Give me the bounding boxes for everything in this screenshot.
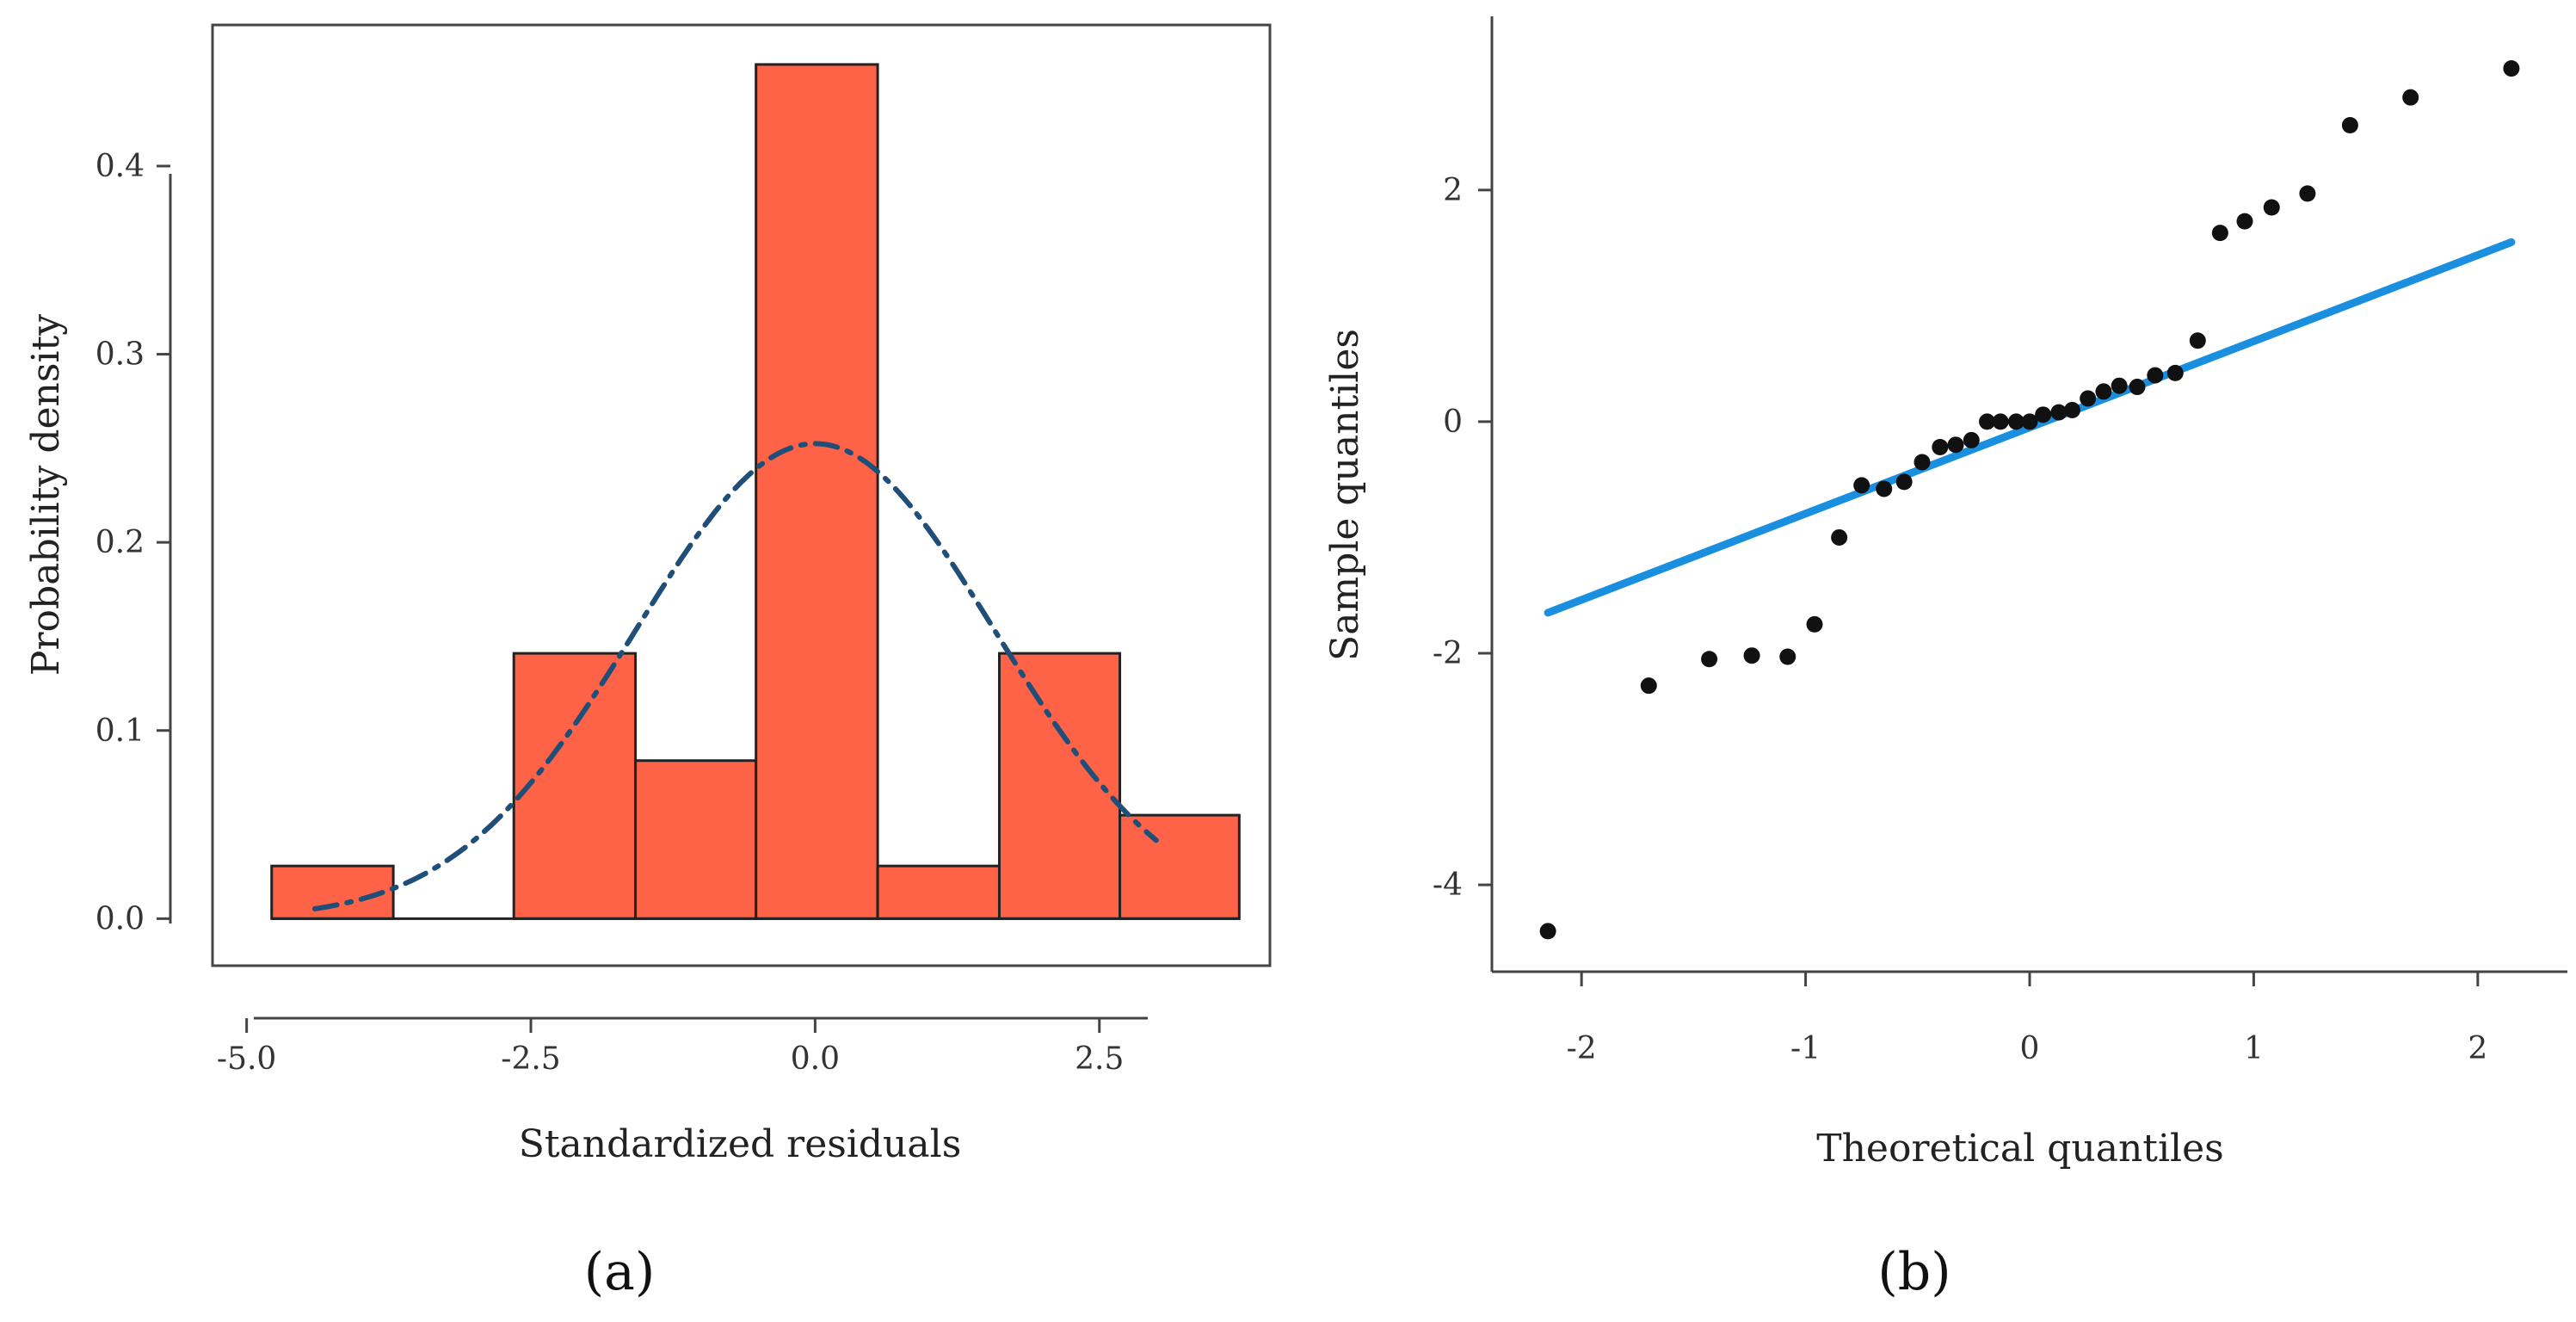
qq-point-4: [1779, 648, 1796, 665]
histogram-x-axis-title: Standardized residuals: [519, 1122, 962, 1166]
qq-point-14: [1979, 413, 1996, 430]
histogram-bar-4: [755, 63, 879, 920]
qq-point-27: [2189, 332, 2206, 349]
qq-point-23: [2111, 377, 2128, 394]
histogram-bar-5: [876, 864, 1001, 920]
histogram-y-tick-label: 0.1: [96, 714, 145, 749]
qq-point-5: [1806, 615, 1823, 633]
panel-label-b: (b): [1877, 1242, 1950, 1302]
qq-point-17: [2021, 413, 2038, 430]
qq-point-12: [1947, 436, 1964, 454]
qq-point-1: [1640, 677, 1657, 695]
qq-point-11: [1932, 439, 1949, 456]
histogram-x-tick-label: 0.0: [791, 1041, 840, 1077]
qq-point-20: [2063, 401, 2080, 418]
qq-point-26: [2166, 364, 2184, 381]
histogram-bar-0: [270, 864, 395, 920]
panel-label-a: (a): [584, 1242, 656, 1302]
qq-point-32: [2341, 116, 2358, 133]
qq-point-19: [2050, 404, 2068, 421]
qq-point-13: [1963, 431, 1980, 448]
normal-density-curve: [311, 441, 1159, 911]
qq-point-15: [1992, 413, 2009, 430]
qq-point-9: [1895, 473, 1913, 491]
histogram-x-tick-label: -2.5: [501, 1041, 560, 1077]
qq-point-25: [2147, 367, 2164, 384]
qq-y-tick-label: -2: [1433, 636, 1463, 671]
qq-point-6: [1831, 528, 1848, 546]
qq-x-tick-label: -1: [1790, 1031, 1821, 1066]
histogram-bar-7: [1119, 813, 1241, 920]
qq-x-tick-label: 0: [2020, 1031, 2040, 1066]
qq-x-tick-label: -2: [1567, 1031, 1597, 1066]
histogram-bar-2: [512, 652, 638, 920]
qq-x-tick-label: 2: [2468, 1031, 2487, 1066]
qq-point-16: [2007, 413, 2024, 430]
qq-point-30: [2263, 199, 2280, 216]
qq-y-tick-label: 2: [1443, 173, 1463, 208]
histogram-x-tick-label: -5.0: [217, 1041, 276, 1077]
qq-point-31: [2299, 185, 2316, 202]
histogram-y-tick-label: 0.4: [96, 149, 145, 184]
qq-x-axis-title: Theoretical quantiles: [1816, 1127, 2224, 1171]
qq-point-18: [2035, 406, 2052, 423]
histogram-panel: 0.0 0.1 0.2 0.3 0.4 -5.0 -2.5 0.0 2.5 Standardi…: [24, 23, 1272, 1302]
qq-point-3: [1743, 647, 1760, 664]
histogram-x-tick-label: 2.5: [1075, 1041, 1124, 1077]
histogram-y-tick-label: 0.3: [96, 337, 145, 373]
histogram-plot-frame: [211, 23, 1272, 967]
qq-y-axis-title: Sample quantiles: [1323, 329, 1367, 661]
qq-point-29: [2236, 213, 2253, 230]
qq-point-33: [2402, 89, 2419, 106]
qq-point-8: [1876, 480, 1893, 497]
qq-point-10: [1914, 454, 1931, 471]
qq-x-tick-label: 1: [2244, 1031, 2264, 1066]
histogram-bar-3: [634, 759, 758, 920]
qq-point-0: [1539, 923, 1556, 940]
histogram-y-tick-label: 0.0: [96, 901, 145, 936]
qq-y-tick-label: -4: [1433, 868, 1463, 903]
qq-plot-panel: -4 -2 0 2 -2 -1 0 1 2 Theoretical quantiles Sam…: [1323, 16, 2567, 1302]
histogram-y-tick-label: 0.2: [96, 525, 145, 560]
qq-point-2: [1701, 651, 1718, 668]
qq-point-34: [2503, 60, 2520, 77]
qq-point-28: [2211, 225, 2228, 242]
qq-point-24: [2129, 379, 2146, 396]
histogram-y-axis-title: Probability density: [24, 314, 68, 676]
qq-point-21: [2080, 390, 2097, 407]
qq-y-tick-label: 0: [1443, 405, 1463, 440]
qq-point-22: [2095, 383, 2112, 400]
qq-point-7: [1853, 477, 1870, 494]
